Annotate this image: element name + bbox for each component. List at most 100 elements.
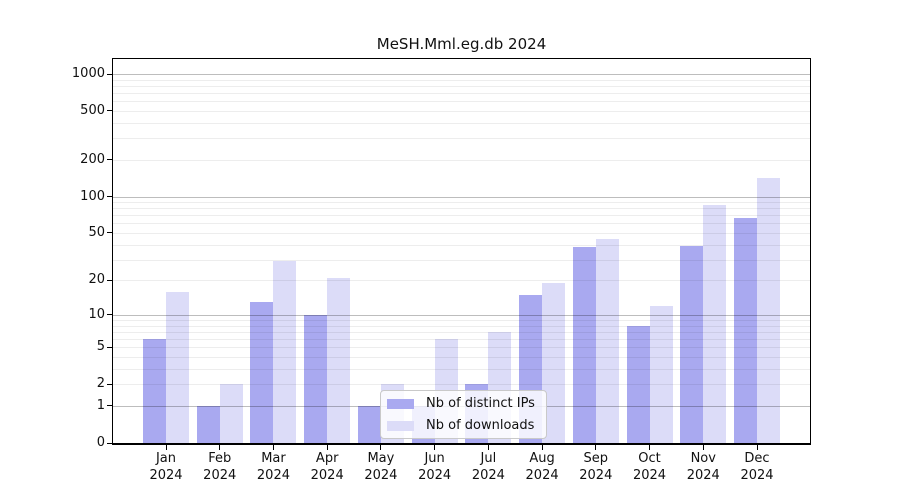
y-tick-10 xyxy=(107,314,112,316)
legend-swatch-downloads xyxy=(387,420,414,431)
y-tick-label-1000: 1000 xyxy=(71,66,105,81)
x-tick-feb xyxy=(219,445,221,450)
y-tick-label-2: 2 xyxy=(96,376,105,392)
y-tick-label-20: 20 xyxy=(88,272,105,288)
x-tick-aug xyxy=(541,445,543,450)
bar-distinct-ips-feb xyxy=(196,405,220,443)
y-tick-label-100: 100 xyxy=(80,188,105,204)
bar-distinct-ips-dec xyxy=(734,217,757,443)
x-tick-label-dec: Dec 2024 xyxy=(725,450,789,484)
minor-gridline-200 xyxy=(113,159,810,161)
major-gridline-100 xyxy=(113,196,810,198)
x-tick-jun xyxy=(434,445,436,450)
x-tick-year-dec: 2024 xyxy=(740,468,774,483)
x-tick-label-sep: Sep 2024 xyxy=(564,450,628,484)
y-tick-label-1: 1 xyxy=(96,397,105,413)
x-tick-mar xyxy=(272,445,274,450)
x-tick-sep xyxy=(595,445,597,450)
y-tick-5 xyxy=(107,346,112,348)
x-tick-year-oct: 2024 xyxy=(632,468,667,483)
x-tick-month-jan: Jan xyxy=(155,451,177,466)
y-tick-100 xyxy=(107,196,112,197)
x-tick-year-jul: 2024 xyxy=(471,468,505,483)
bar-distinct-ips-jan xyxy=(143,339,166,443)
y-tick-label-10: 10 xyxy=(88,306,105,322)
x-tick-month-nov: Nov xyxy=(690,451,716,466)
x-tick-label-aug: Aug 2024 xyxy=(510,450,574,484)
bar-distinct-ips-nov xyxy=(680,245,704,443)
x-tick-label-jun: Jun 2024 xyxy=(403,450,467,484)
legend-label-distinct-ips: Nb of distinct IPs xyxy=(426,396,535,411)
x-tick-year-sep: 2024 xyxy=(579,468,613,483)
x-tick-label-apr: Apr 2024 xyxy=(295,450,359,484)
minor-gridline-8 xyxy=(113,325,810,327)
chart-legend: Nb of distinct IPs Nb of downloads xyxy=(380,390,547,439)
x-tick-month-mar: Mar xyxy=(261,451,286,466)
x-tick-month-aug: Aug xyxy=(529,451,555,466)
x-tick-year-jun: 2024 xyxy=(418,468,452,483)
minor-gridline-80 xyxy=(113,208,810,210)
minor-gridline-5 xyxy=(113,347,810,349)
x-tick-label-oct: Oct 2024 xyxy=(618,450,682,484)
major-gridline-1000 xyxy=(113,74,810,75)
minor-gridline-4 xyxy=(113,357,810,359)
minor-gridline-30 xyxy=(113,259,810,261)
bar-downloads-sep xyxy=(595,238,619,443)
y-tick-label-500: 500 xyxy=(80,102,105,118)
x-tick-month-jul: Jul xyxy=(480,451,497,466)
minor-gridline-300 xyxy=(113,138,810,140)
x-tick-year-mar: 2024 xyxy=(256,468,290,483)
y-tick-label-200: 200 xyxy=(80,151,105,167)
minor-gridline-20 xyxy=(113,280,810,282)
y-tick-1000 xyxy=(107,73,112,75)
minor-gridline-40 xyxy=(113,244,810,246)
y-tick-50 xyxy=(107,232,112,234)
legend-swatch-distinct-ips xyxy=(387,398,414,409)
bar-distinct-ips-apr xyxy=(304,314,328,443)
legend-label-downloads: Nb of downloads xyxy=(426,418,535,433)
minor-gridline-400 xyxy=(113,122,810,124)
bar-distinct-ips-mar xyxy=(250,302,274,443)
minor-gridline-50 xyxy=(113,232,810,234)
x-tick-oct xyxy=(649,445,651,450)
x-tick-nov xyxy=(702,445,704,450)
bar-distinct-ips-may xyxy=(357,405,381,443)
minor-gridline-6 xyxy=(113,339,810,341)
x-tick-label-jan: Jan 2024 xyxy=(134,450,198,484)
minor-gridline-800 xyxy=(113,85,810,87)
bar-downloads-aug xyxy=(542,282,566,443)
x-tick-label-nov: Nov 2024 xyxy=(671,450,735,484)
x-tick-year-nov: 2024 xyxy=(686,468,720,483)
x-tick-label-jul: Jul 2024 xyxy=(456,450,520,484)
x-tick-month-dec: Dec xyxy=(744,451,770,466)
minor-gridline-900 xyxy=(113,79,810,81)
minor-gridline-9 xyxy=(113,320,810,322)
y-tick-500 xyxy=(107,110,112,112)
minor-gridline-60 xyxy=(113,223,810,225)
x-tick-month-may: May xyxy=(367,451,395,466)
y-tick-1 xyxy=(107,405,112,407)
bar-downloads-feb xyxy=(219,384,243,443)
minor-gridline-500 xyxy=(113,110,810,112)
y-tick-label-5: 5 xyxy=(96,339,105,355)
x-tick-dec xyxy=(756,445,758,450)
x-tick-month-oct: Oct xyxy=(638,451,661,466)
y-tick-20 xyxy=(107,279,112,281)
minor-gridline-70 xyxy=(113,215,810,217)
x-tick-jan xyxy=(165,445,167,450)
minor-gridline-90 xyxy=(113,202,810,204)
minor-gridline-7 xyxy=(113,331,810,333)
bar-downloads-mar xyxy=(273,261,297,443)
x-tick-month-sep: Sep xyxy=(583,451,609,466)
x-tick-month-apr: Apr xyxy=(315,451,339,466)
minor-gridline-600 xyxy=(113,101,810,103)
y-tick-2 xyxy=(107,383,112,385)
bar-downloads-apr xyxy=(327,277,351,443)
y-tick-label-0: 0 xyxy=(96,435,105,450)
bar-downloads-nov xyxy=(703,205,727,443)
x-tick-year-jan: 2024 xyxy=(149,468,183,483)
x-tick-year-aug: 2024 xyxy=(525,468,559,483)
bar-downloads-dec xyxy=(757,177,780,443)
x-tick-label-feb: Feb 2024 xyxy=(188,450,252,484)
